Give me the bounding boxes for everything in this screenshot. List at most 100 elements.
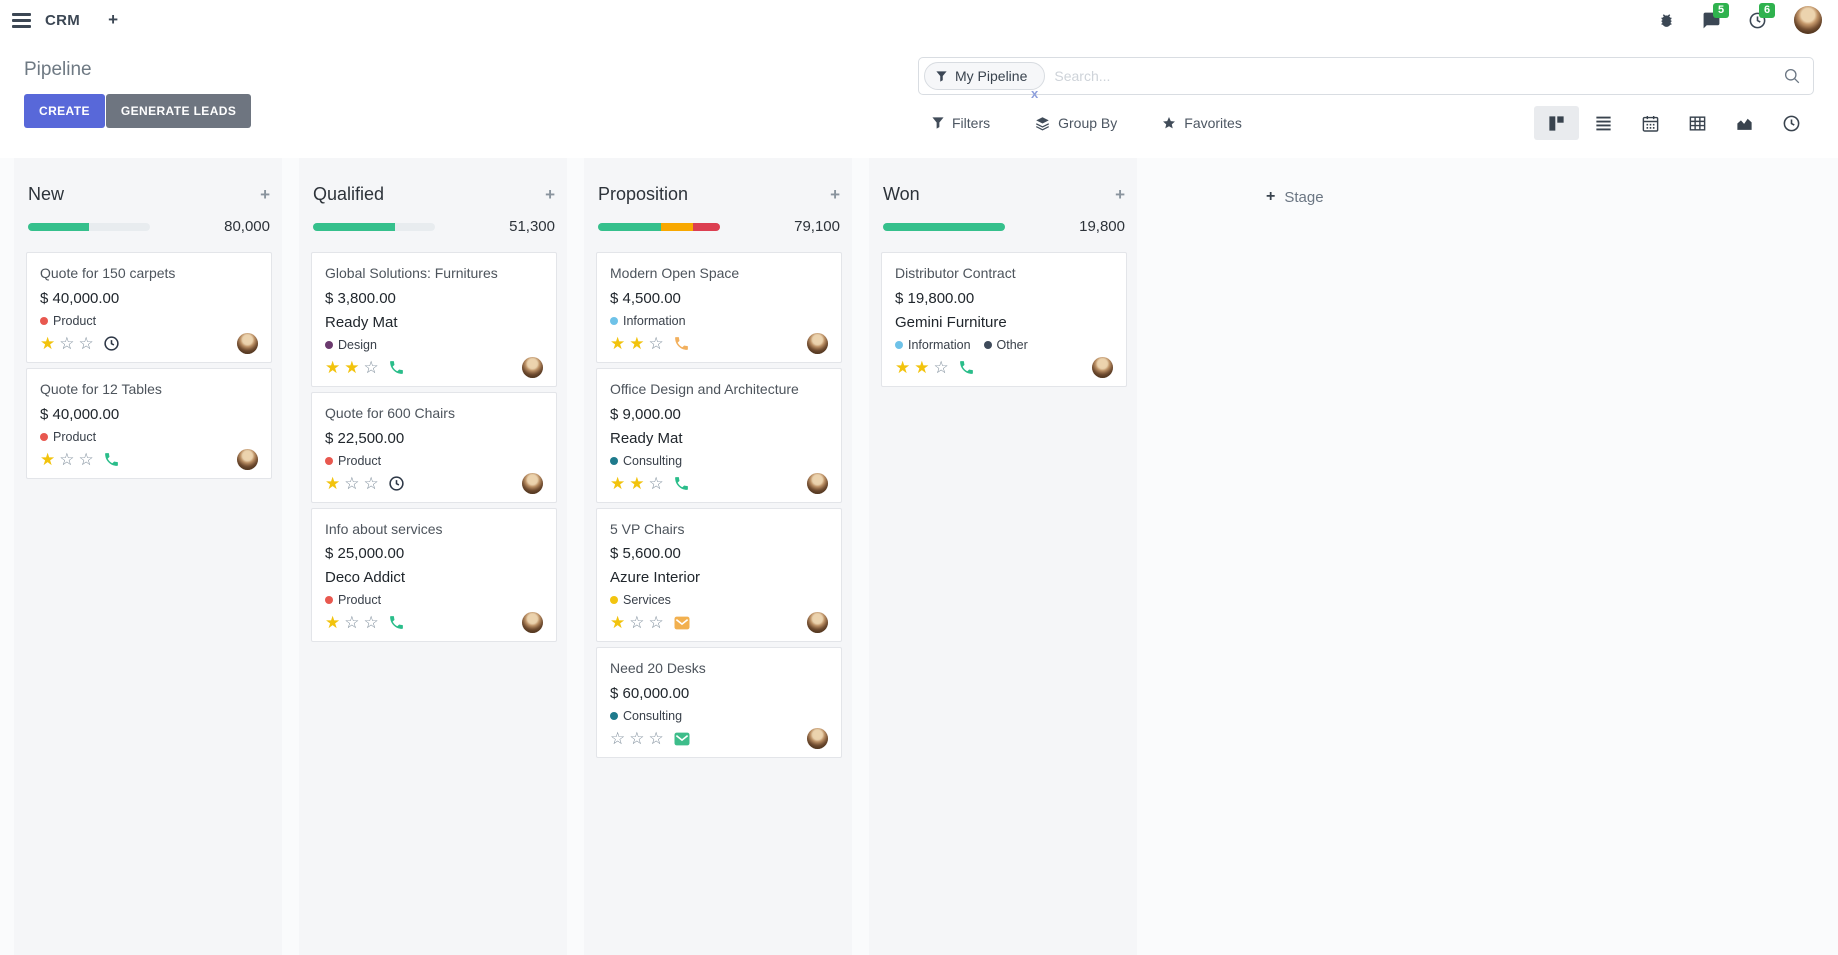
graph-view-button[interactable] — [1722, 106, 1767, 140]
favorites-menu[interactable]: Favorites — [1162, 115, 1242, 131]
kanban-card[interactable]: 5 VP Chairs $ 5,600.00 Azure Interior Se… — [596, 507, 842, 643]
apps-menu-icon[interactable] — [12, 12, 31, 28]
star-filled-icon[interactable]: ★ — [914, 357, 930, 377]
phone-icon[interactable] — [388, 359, 405, 376]
avatar[interactable] — [522, 612, 543, 634]
avatar[interactable] — [237, 332, 258, 354]
avatar[interactable] — [807, 728, 828, 750]
star-filled-icon[interactable]: ★ — [610, 473, 626, 493]
column-add-icon[interactable]: + — [1115, 184, 1125, 204]
group-by-menu[interactable]: Group By — [1035, 115, 1117, 131]
kanban-card[interactable]: Quote for 12 Tables $ 40,000.00 Product … — [26, 367, 272, 479]
star-filled-icon[interactable]: ★ — [325, 473, 341, 493]
clock-icon[interactable] — [103, 335, 120, 352]
star-empty-icon[interactable]: ☆ — [610, 729, 626, 749]
messages-icon[interactable]: 5 — [1702, 2, 1730, 30]
star-empty-icon[interactable]: ☆ — [648, 729, 664, 749]
kanban-view-button[interactable] — [1534, 106, 1579, 140]
phone-icon[interactable] — [673, 475, 690, 492]
bug-icon[interactable] — [1658, 12, 1675, 29]
star-empty-icon[interactable]: ☆ — [78, 449, 94, 469]
priority-stars: ★ ☆ ☆ — [40, 335, 94, 352]
filters-menu[interactable]: Filters — [932, 115, 990, 131]
star-filled-icon[interactable]: ★ — [629, 333, 645, 353]
star-empty-icon[interactable]: ☆ — [363, 613, 379, 633]
star-empty-icon[interactable]: ☆ — [78, 333, 94, 353]
add-tab-icon[interactable]: + — [108, 10, 118, 29]
kanban-card[interactable]: Quote for 150 carpets $ 40,000.00 Produc… — [26, 252, 272, 363]
star-empty-icon[interactable]: ☆ — [59, 449, 75, 469]
column-add-icon[interactable]: + — [830, 184, 840, 204]
envelope-icon[interactable] — [673, 614, 691, 632]
activity-view-button[interactable] — [1769, 106, 1814, 140]
star-empty-icon[interactable]: ☆ — [59, 333, 75, 353]
star-filled-icon[interactable]: ★ — [325, 613, 341, 633]
card-tags: Services — [610, 593, 828, 607]
column-total: 80,000 — [224, 218, 270, 235]
search-bar[interactable]: My Pipeline x — [918, 57, 1814, 100]
search-input[interactable] — [1054, 68, 1783, 84]
column-add-icon[interactable]: + — [260, 184, 270, 204]
phone-icon[interactable] — [673, 335, 690, 352]
card-tags: Consulting — [610, 454, 828, 468]
avatar[interactable] — [522, 356, 543, 378]
column-add-icon[interactable]: + — [545, 184, 555, 204]
star-empty-icon[interactable]: ☆ — [933, 357, 949, 377]
avatar[interactable] — [807, 612, 828, 634]
kanban-card[interactable]: Global Solutions: Furnitures $ 3,800.00 … — [311, 252, 557, 387]
star-filled-icon[interactable]: ★ — [325, 357, 341, 377]
star-filled-icon[interactable]: ★ — [629, 473, 645, 493]
tag-color-dot — [610, 712, 618, 721]
create-button[interactable]: CREATE — [24, 94, 105, 128]
star-filled-icon[interactable]: ★ — [610, 333, 626, 353]
column-progressbar[interactable] — [598, 222, 720, 231]
avatar[interactable] — [807, 332, 828, 354]
kanban-card[interactable]: Need 20 Desks $ 60,000.00 Consulting ☆ ☆ ☆ — [596, 647, 842, 759]
star-empty-icon[interactable]: ☆ — [648, 613, 664, 633]
star-empty-icon[interactable]: ☆ — [629, 729, 645, 749]
kanban-card[interactable]: Distributor Contract $ 19,800.00 Gemini … — [881, 252, 1127, 387]
kanban-card[interactable]: Office Design and Architecture $ 9,000.0… — [596, 367, 842, 503]
card-tags: Product — [325, 454, 543, 468]
add-stage-button[interactable]: + Stage — [1266, 188, 1324, 206]
avatar[interactable] — [807, 472, 828, 494]
phone-icon[interactable] — [103, 451, 120, 468]
list-view-button[interactable] — [1581, 106, 1626, 140]
star-empty-icon[interactable]: ☆ — [629, 613, 645, 633]
activities-clock-icon[interactable]: 6 — [1748, 2, 1776, 30]
envelope-icon[interactable] — [673, 730, 691, 748]
kanban-card[interactable]: Quote for 600 Chairs $ 22,500.00 Product… — [311, 391, 557, 503]
star-filled-icon[interactable]: ★ — [895, 357, 911, 377]
priority-stars: ★ ★ ☆ — [895, 359, 949, 376]
star-empty-icon[interactable]: ☆ — [363, 357, 379, 377]
star-empty-icon[interactable]: ☆ — [344, 613, 360, 633]
star-empty-icon[interactable]: ☆ — [648, 473, 664, 493]
star-filled-icon[interactable]: ★ — [40, 333, 56, 353]
avatar[interactable] — [1092, 356, 1113, 378]
facet-remove-icon[interactable]: x — [1031, 86, 1039, 101]
column-progressbar[interactable] — [28, 222, 150, 231]
star-empty-icon[interactable]: ☆ — [648, 333, 664, 353]
kanban-card[interactable]: Info about services $ 25,000.00 Deco Add… — [311, 507, 557, 643]
user-avatar[interactable] — [1794, 6, 1822, 34]
phone-icon[interactable] — [388, 614, 405, 631]
column-progressbar[interactable] — [883, 222, 1005, 231]
calendar-view-button[interactable] — [1628, 106, 1673, 140]
column-progressbar[interactable] — [313, 222, 435, 231]
star-filled-icon[interactable]: ★ — [40, 449, 56, 469]
clock-icon[interactable] — [388, 475, 405, 492]
pivot-view-button[interactable] — [1675, 106, 1720, 140]
phone-icon[interactable] — [958, 359, 975, 376]
star-filled-icon[interactable]: ★ — [344, 357, 360, 377]
avatar[interactable] — [237, 448, 258, 470]
star-filled-icon[interactable]: ★ — [610, 613, 626, 633]
search-icon[interactable] — [1783, 67, 1801, 85]
app-name[interactable]: CRM — [45, 11, 81, 29]
star-empty-icon[interactable]: ☆ — [363, 473, 379, 493]
kanban-card[interactable]: Modern Open Space $ 4,500.00 Information… — [596, 252, 842, 363]
generate-leads-button[interactable]: GENERATE LEADS — [105, 94, 252, 128]
search-facet[interactable]: My Pipeline — [924, 62, 1046, 90]
avatar[interactable] — [522, 472, 543, 494]
star-empty-icon[interactable]: ☆ — [344, 473, 360, 493]
priority-stars: ★ ★ ☆ — [610, 475, 664, 492]
